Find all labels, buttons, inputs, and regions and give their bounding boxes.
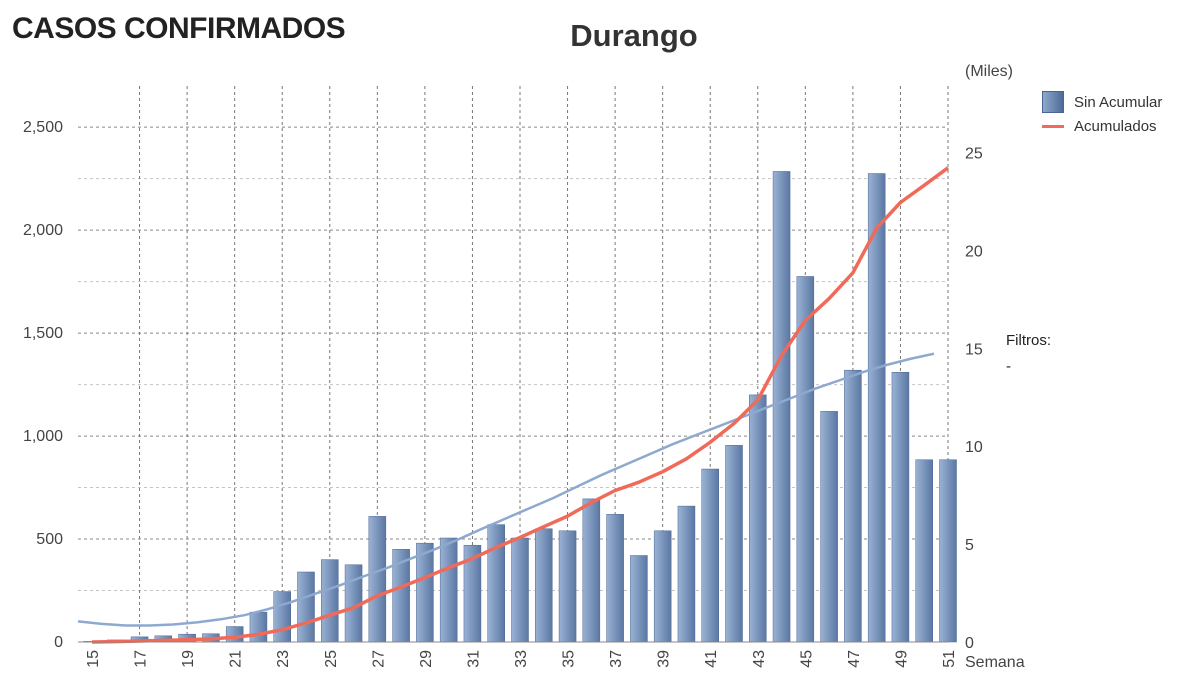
line-acumulados (91, 166, 950, 644)
bar-sin-acumular (939, 459, 957, 643)
x-axis-label: Semana (965, 654, 1025, 671)
bar-sin-acumular (701, 468, 719, 643)
chart-title: Durango (570, 18, 698, 53)
x-tick-label: 29 (418, 650, 435, 668)
x-tick-label: 39 (656, 650, 673, 668)
y2-axis-label: (Miles) (965, 63, 1013, 80)
trend-line (77, 352, 935, 627)
legend-swatch-line (1042, 124, 1064, 128)
bar-sin-acumular (582, 498, 601, 643)
y2-tick-label: 5 (965, 537, 974, 554)
bar-sin-acumular (225, 626, 244, 643)
filters-panel: Filtros: - (1006, 328, 1051, 380)
y2-tick-label: 0 (965, 635, 974, 652)
bar-sin-acumular (749, 394, 767, 643)
legend-label-sin-acumular: Sin Acumular (1074, 93, 1163, 111)
y-tick-label: 1,000 (23, 428, 63, 445)
x-tick-label: 23 (275, 650, 292, 668)
bar-sin-acumular (368, 516, 387, 643)
y2-tick-label: 10 (965, 439, 983, 456)
x-tick-label: 19 (180, 650, 197, 668)
x-tick-label: 33 (513, 650, 530, 668)
bar-sin-acumular (297, 571, 315, 643)
x-tick-label: 37 (608, 650, 625, 668)
filters-label: Filtros: (1006, 332, 1051, 349)
y2-tick-label: 20 (965, 243, 983, 260)
bar-sin-acumular (772, 171, 791, 643)
bar-sin-acumular (844, 369, 862, 643)
grid-layer (78, 86, 949, 643)
y-tick-label: 2,000 (23, 222, 63, 239)
bar-sin-acumular (725, 445, 743, 643)
bar-sin-acumular (439, 537, 458, 643)
bar-sin-acumular (535, 528, 553, 643)
bar-sin-acumular (630, 555, 648, 643)
bar-sin-acumular (606, 514, 624, 643)
legend-item-sin-acumular[interactable]: Sin Acumular (1042, 90, 1162, 114)
legend-item-acumulados[interactable]: Acumulados (1042, 114, 1162, 138)
x-tick-label: 49 (893, 650, 910, 668)
y-tick-label: 2,500 (23, 119, 63, 136)
x-tick-label: 25 (323, 650, 340, 668)
x-tick-label: 51 (941, 650, 958, 668)
y2-tick-label: 15 (965, 341, 983, 358)
bar-sin-acumular (653, 530, 672, 643)
bar-sin-acumular (891, 371, 910, 643)
bar-sin-acumular (558, 530, 577, 643)
bar-sin-acumular (487, 524, 505, 643)
x-tick-label: 45 (798, 650, 815, 668)
filters-value: - (1006, 358, 1011, 375)
y2-tick-label: 25 (965, 146, 983, 163)
bar-sin-acumular (321, 559, 339, 643)
bar-sin-acumular (820, 411, 838, 643)
x-tick-label: 17 (133, 650, 150, 668)
page-title: CASOS CONFIRMADOS (12, 12, 346, 45)
y-tick-label: 0 (54, 634, 63, 651)
bar-sin-acumular (416, 542, 434, 643)
x-tick-label: 43 (751, 650, 768, 668)
x-tick-label: 35 (561, 650, 578, 668)
x-tick-label: 15 (85, 650, 102, 668)
x-tick-label: 31 (465, 650, 482, 668)
bar-sin-acumular (867, 173, 886, 643)
legend-swatch-bar (1042, 91, 1064, 113)
bar-sin-acumular (273, 591, 291, 643)
lines-layer (77, 166, 950, 644)
bar-sin-acumular (249, 611, 268, 643)
x-tick-label: 27 (370, 650, 387, 668)
bar-sin-acumular (677, 505, 696, 643)
x-tick-label: 41 (703, 650, 720, 668)
bar-sin-acumular (915, 459, 933, 643)
axis-layer: 0 500 1,000 1,500 2,000 2,500 0 5 10 15 20 25 (Miles… (23, 63, 1025, 671)
legend: Sin Acumular Acumulados (1042, 90, 1162, 138)
x-tick-label: 21 (228, 650, 245, 668)
y-tick-label: 500 (36, 531, 63, 548)
bar-sin-acumular (511, 537, 529, 643)
x-tick-label: 47 (846, 650, 863, 668)
legend-label-acumulados: Acumulados (1074, 117, 1157, 135)
y-tick-label: 1,500 (23, 325, 63, 342)
